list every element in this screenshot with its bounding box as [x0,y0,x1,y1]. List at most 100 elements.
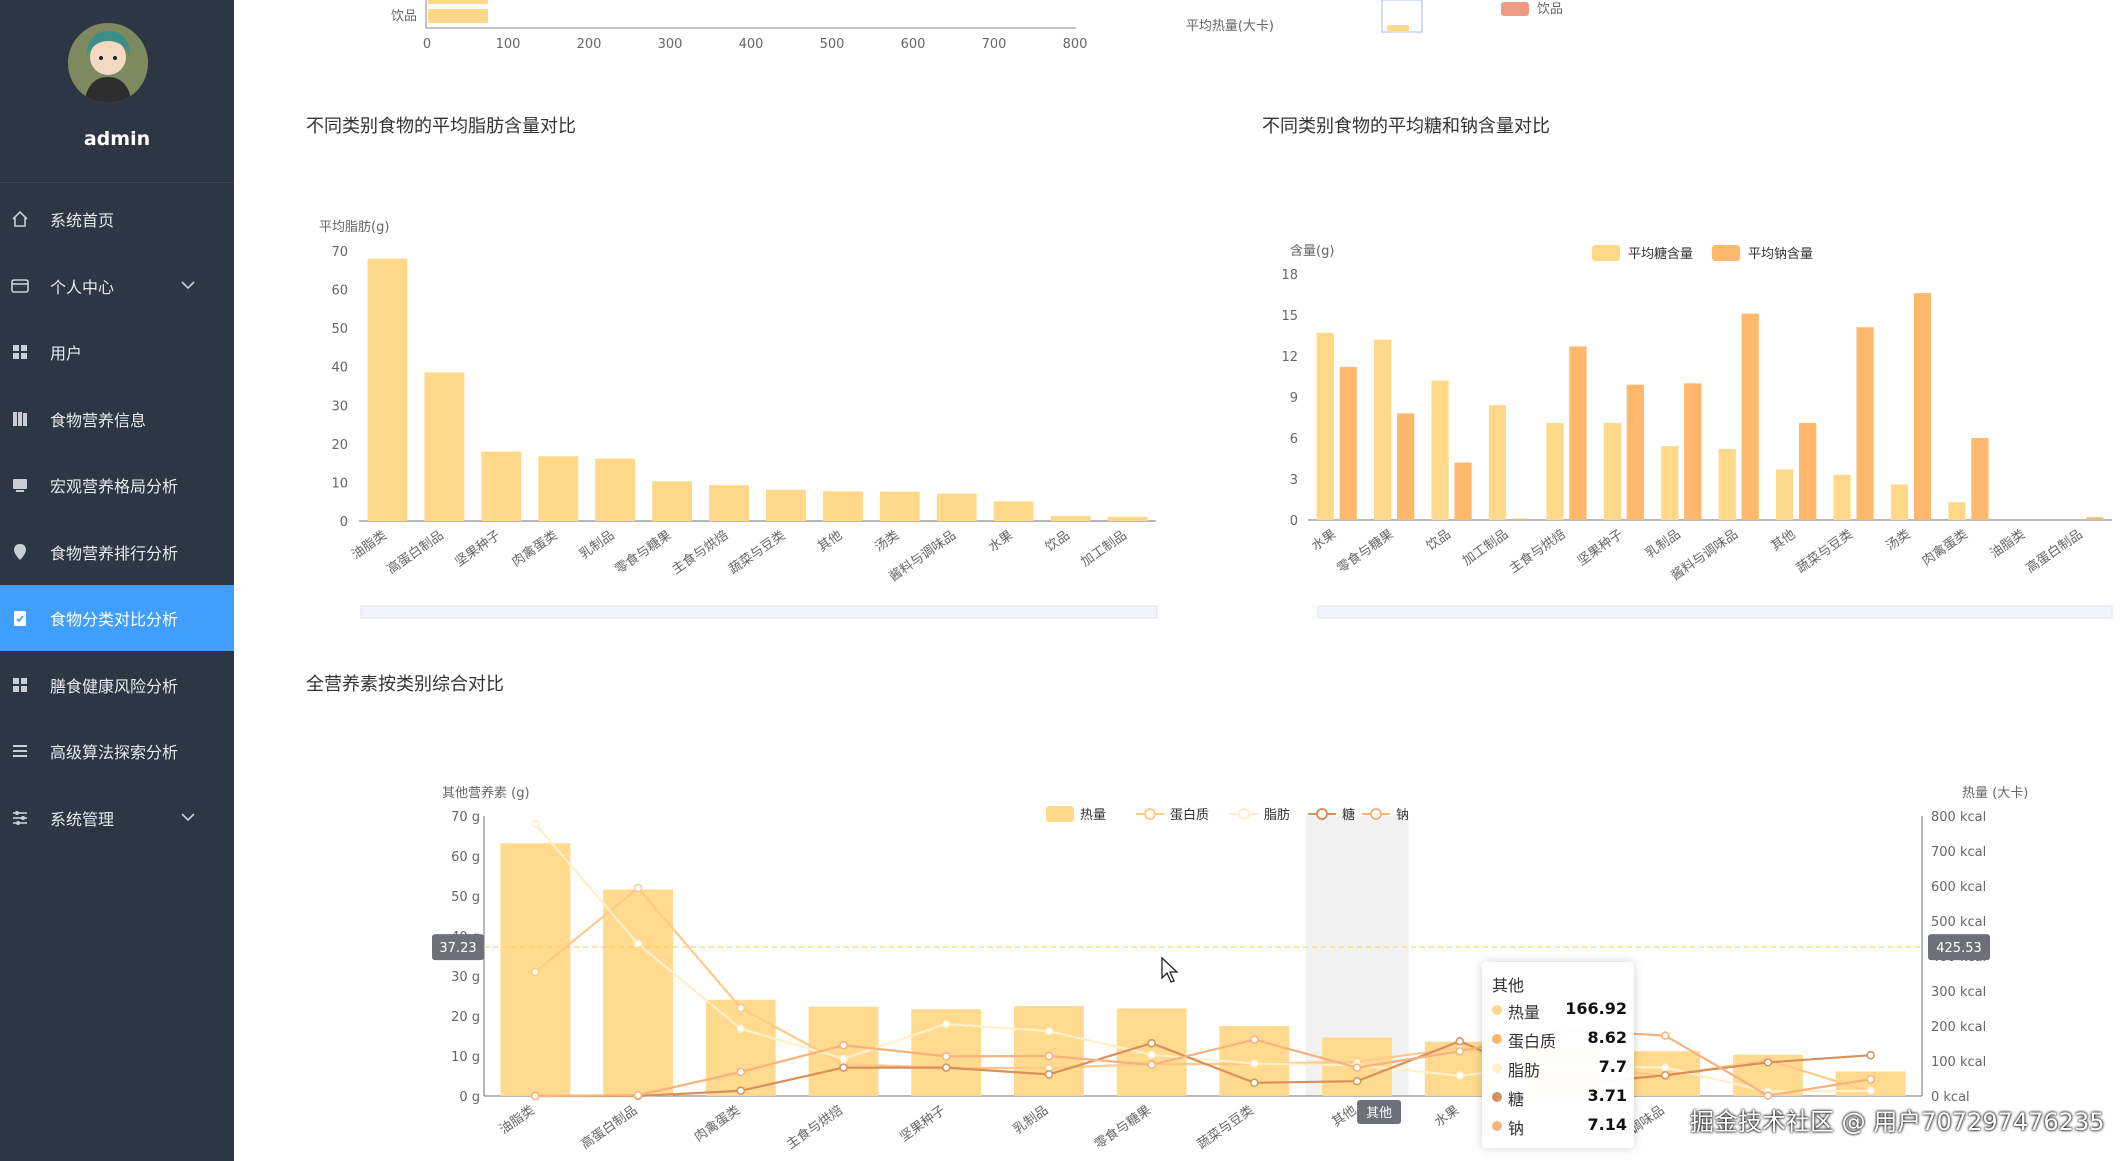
combo-line-point[interactable] [941,1052,951,1061]
combo-calorie-bar[interactable] [1014,1006,1084,1096]
combo-line-point[interactable] [1455,1046,1465,1056]
combo-legend-marker[interactable] [1238,808,1250,820]
combo-line-point[interactable] [736,1067,746,1077]
combo-line-point[interactable] [1250,1035,1259,1044]
tooltip-dot [1492,1034,1502,1044]
combo-line-point[interactable] [531,967,540,977]
combo-line-point[interactable] [1866,1050,1875,1060]
combo-x-tick: 肉禽蛋类 [691,1102,743,1145]
combo-left-tick: 60 g [451,850,480,865]
combined-chart: 其他营养素 (g)热量 (大卡)0 g10 g20 g30 g40 g50 g6… [432,785,2028,1153]
combo-right-tick: 0 kcal [1931,1090,1970,1105]
sidebar-item-0[interactable]: 系统首页 [0,186,234,252]
tooltip-row-value: 7.14 [1587,1115,1627,1134]
combo-line-point[interactable] [1866,1074,1875,1084]
combo-line-point[interactable] [1455,1071,1465,1080]
combo-right-tick: 100 kcal [1931,1055,1986,1070]
sidebar-divider [0,182,234,183]
top-fragment-x-tick: 800 [1063,37,1088,52]
combo-line-point[interactable] [1147,1038,1156,1048]
combo-line-脂肪[interactable] [534,823,1871,1093]
combo-line-point[interactable] [531,1091,540,1101]
top-fragment-slider[interactable] [1381,0,1423,33]
combo-line-point[interactable] [633,883,643,893]
tooltip-row-value: 8.62 [1587,1028,1627,1047]
combo-line-point[interactable] [1147,1060,1156,1070]
combo-line-point[interactable] [1455,1036,1465,1046]
combo-line-point[interactable] [1044,1070,1054,1079]
tooltip-row-name: 脂肪 [1508,1061,1541,1080]
sidebar-item-label: 食物营养排行分析 [50,543,179,563]
combo-line-point[interactable] [1352,1063,1362,1072]
sidebar-item-3[interactable]: 食物营养信息 [0,386,234,452]
combo-crosshair-right-label: 425.53 [1936,941,1982,956]
combo-line-point[interactable] [1763,1091,1773,1100]
sidebar-item-6[interactable]: 食物分类对比分析 [0,585,234,651]
avatar[interactable] [68,23,148,103]
combo-crosshair-left-label-bg [432,934,484,961]
combo-legend-marker[interactable] [1370,808,1382,820]
combo-line-糖[interactable] [535,1040,1871,1098]
clipboard-icon [10,608,30,628]
combo-legend-label: 脂肪 [1264,807,1290,823]
combo-line-point[interactable] [839,1040,848,1050]
top-fragment-legend-label: 饮品 [1537,2,1563,17]
sidebar-item-label: 用户 [50,344,83,363]
tooltip-dot [1492,1005,1502,1015]
combo-left-tick: 70 g [451,810,480,825]
combo-right-tick: 300 kcal [1931,985,1986,1000]
tooltip-row: 热量 166.92 [1492,999,1627,1022]
combo-left-tick: 20 g [451,1010,480,1025]
combo-legend-marker[interactable] [1144,808,1156,820]
top-fragment-x-tick: 700 [982,37,1007,52]
sidebar-item-1[interactable]: 个人中心 [0,253,234,319]
top-fragment-x-tick: 100 [496,37,521,52]
sidebar-item-8[interactable]: 高级算法探索分析 [0,718,234,784]
combo-legend-swatch[interactable] [1046,806,1074,822]
combo-right-tick: 200 kcal [1931,1020,1986,1035]
combo-line-钠[interactable] [535,1028,1871,1098]
tooltip-row-name: 热量 [1508,1003,1541,1022]
combo-calorie-bar[interactable] [603,889,673,1097]
combo-line-point[interactable] [736,1086,746,1096]
combo-line-point[interactable] [1660,1031,1670,1040]
top-fragment-slider-handle[interactable] [1387,25,1409,31]
sidebar: admin 系统首页 个人中心 用户 食物营养信息 宏观营养格局分析 食物营养排行分析 食物… [0,0,234,1161]
combo-line-point[interactable] [1866,1086,1875,1096]
sidebar-item-5[interactable]: 食物营养排行分析 [0,519,234,585]
combo-line-point[interactable] [633,939,643,949]
combo-line-point[interactable] [633,1090,643,1100]
sidebar-item-9[interactable]: 系统管理 [0,785,234,851]
combo-line-point[interactable] [1352,1076,1362,1086]
combo-line-point[interactable] [941,1063,951,1072]
combo-x-tick: 蔬菜与豆类 [1195,1103,1257,1153]
combo-legend-marker[interactable] [1316,808,1328,820]
combo-line-point[interactable] [736,1024,746,1034]
grid-icon [10,675,30,695]
combo-left-tick: 10 g [451,1050,480,1065]
combo-line-point[interactable] [1660,1070,1670,1080]
sidebar-item-4[interactable]: 宏观营养格局分析 [0,452,234,518]
sidebar-item-label: 膳食健康风险分析 [50,676,179,696]
combo-line-point[interactable] [1660,1063,1670,1072]
top-chart-fragment: 饮品 0 100 200 300 400 500 600 700 800 平均热量(大卡) 饮品 [391,0,1563,52]
combo-line-point[interactable] [839,1054,848,1064]
combo-line-point[interactable] [839,1063,848,1072]
tooltip-dot [1492,1092,1502,1102]
tooltip-row-value: 166.92 [1565,999,1627,1018]
combo-line-point[interactable] [531,819,540,829]
combo-line-point[interactable] [1147,1050,1156,1060]
combo-line-point[interactable] [1044,1051,1054,1061]
grid-icon [10,342,30,362]
combo-line-point[interactable] [1250,1059,1259,1068]
combo-line-point[interactable] [1763,1058,1773,1067]
combo-line-point[interactable] [1250,1078,1259,1088]
combo-line-point[interactable] [1044,1026,1054,1036]
sidebar-item-label: 食物分类对比分析 [50,610,179,629]
sidebar-item-7[interactable]: 膳食健康风险分析 [0,652,234,718]
combo-line-point[interactable] [941,1019,951,1029]
sidebar-item-2[interactable]: 用户 [0,319,234,385]
combo-crosshair-left-label: 37.23 [439,941,476,956]
combo-calorie-bar[interactable] [705,999,776,1096]
combo-line-point[interactable] [736,1003,746,1013]
